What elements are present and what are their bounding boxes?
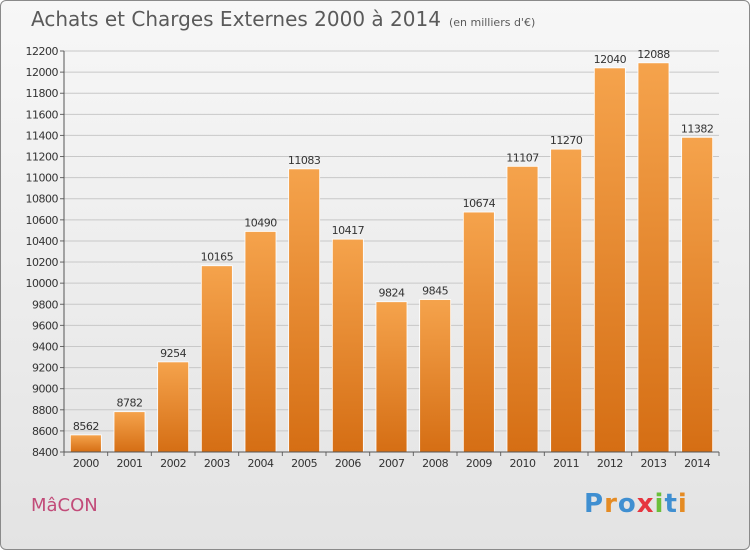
logo-letter: o — [617, 489, 637, 519]
x-tick-label: 2008 — [422, 457, 448, 470]
logo-letter: x — [636, 489, 655, 519]
y-tick-label: 9800 — [32, 298, 58, 311]
y-tick-label: 9200 — [32, 362, 58, 375]
y-tick-label: 11400 — [26, 129, 59, 142]
x-tick-label: 2004 — [248, 457, 274, 470]
y-tick-label: 8800 — [32, 404, 58, 417]
data-label: 10674 — [463, 197, 496, 210]
y-tick-label: 10600 — [26, 214, 59, 227]
data-label: 8562 — [73, 420, 99, 433]
y-tick-label: 10000 — [26, 277, 59, 290]
data-label: 9254 — [160, 347, 186, 360]
chart-title-text: Achats et Charges Externes 2000 à 2014 — [31, 7, 441, 31]
y-axis-ticks: 8400 8600 8800 9000 9200 9400 9600 9800 10000 102… — [26, 45, 64, 459]
x-tick-label: 2012 — [597, 457, 623, 470]
x-tick-label: 2007 — [379, 457, 405, 470]
y-tick-label: 12200 — [26, 45, 59, 58]
x-tick-label: 2010 — [510, 457, 536, 470]
bar — [69, 434, 102, 453]
y-tick-label: 8400 — [32, 446, 58, 459]
x-tick-label: 2009 — [466, 457, 492, 470]
bars — [69, 62, 714, 453]
x-tick-label: 2002 — [160, 457, 186, 470]
x-tick-label: 2000 — [73, 457, 99, 470]
logo-letter: r — [604, 489, 618, 519]
bar — [200, 265, 233, 453]
y-tick-label: 11800 — [26, 87, 59, 100]
city-name: MâCON — [31, 495, 98, 516]
logo-letter: P — [584, 489, 605, 519]
data-label: 11083 — [288, 154, 321, 167]
data-label: 10165 — [201, 251, 234, 264]
data-label: 10417 — [332, 224, 365, 237]
bar — [375, 301, 408, 453]
bar — [593, 67, 626, 453]
data-label: 9824 — [379, 287, 405, 300]
y-tick-label: 11000 — [26, 172, 59, 185]
bar — [113, 411, 146, 453]
y-tick-label: 9400 — [32, 340, 58, 353]
x-tick-label: 2006 — [335, 457, 361, 470]
data-label: 12040 — [594, 53, 627, 66]
x-axis-ticks: 2000 2001 2002 2003 2004 2005 2006 2007 2008 2009… — [63, 452, 720, 470]
data-label: 11382 — [681, 122, 714, 135]
data-label: 10490 — [244, 216, 277, 229]
logo-letter: t — [664, 489, 678, 519]
bar — [462, 211, 495, 453]
data-label: 11107 — [506, 151, 539, 164]
data-labels: 8562 8782 9254 10165 10490 11083 10417 9824 9845… — [73, 48, 714, 433]
y-tick-label: 9000 — [32, 383, 58, 396]
data-label: 8782 — [117, 397, 143, 410]
x-tick-label: 2003 — [204, 457, 230, 470]
y-tick-label: 11200 — [26, 151, 59, 164]
logo-letter: i — [677, 489, 688, 519]
bar — [681, 136, 714, 453]
chart-title: Achats et Charges Externes 2000 à 2014 (e… — [31, 7, 535, 31]
x-tick-label: 2014 — [684, 457, 710, 470]
data-label: 12088 — [637, 48, 670, 61]
bar — [244, 231, 277, 453]
bar — [550, 148, 583, 453]
bar — [637, 62, 670, 453]
bar — [506, 165, 539, 453]
x-tick-label: 2001 — [117, 457, 143, 470]
y-tick-label: 12000 — [26, 66, 59, 79]
bar — [331, 238, 364, 453]
bar — [288, 168, 321, 453]
proxiti-logo: Proxiti — [584, 489, 688, 519]
x-tick-label: 2013 — [641, 457, 667, 470]
data-label: 11270 — [550, 134, 583, 147]
y-tick-label: 10400 — [26, 235, 59, 248]
chart-subtitle: (en milliers d'€) — [448, 16, 536, 29]
y-tick-label: 9600 — [32, 319, 58, 332]
x-tick-label: 2011 — [553, 457, 579, 470]
bar — [419, 299, 452, 453]
y-tick-label: 10200 — [26, 256, 59, 269]
y-tick-label: 11600 — [26, 108, 59, 121]
axes — [63, 51, 719, 453]
y-tick-label: 10800 — [26, 193, 59, 206]
logo-letter: i — [654, 489, 665, 519]
bar — [157, 361, 190, 453]
data-label: 9845 — [422, 285, 448, 298]
x-tick-label: 2005 — [291, 457, 317, 470]
y-tick-label: 8600 — [32, 425, 58, 438]
